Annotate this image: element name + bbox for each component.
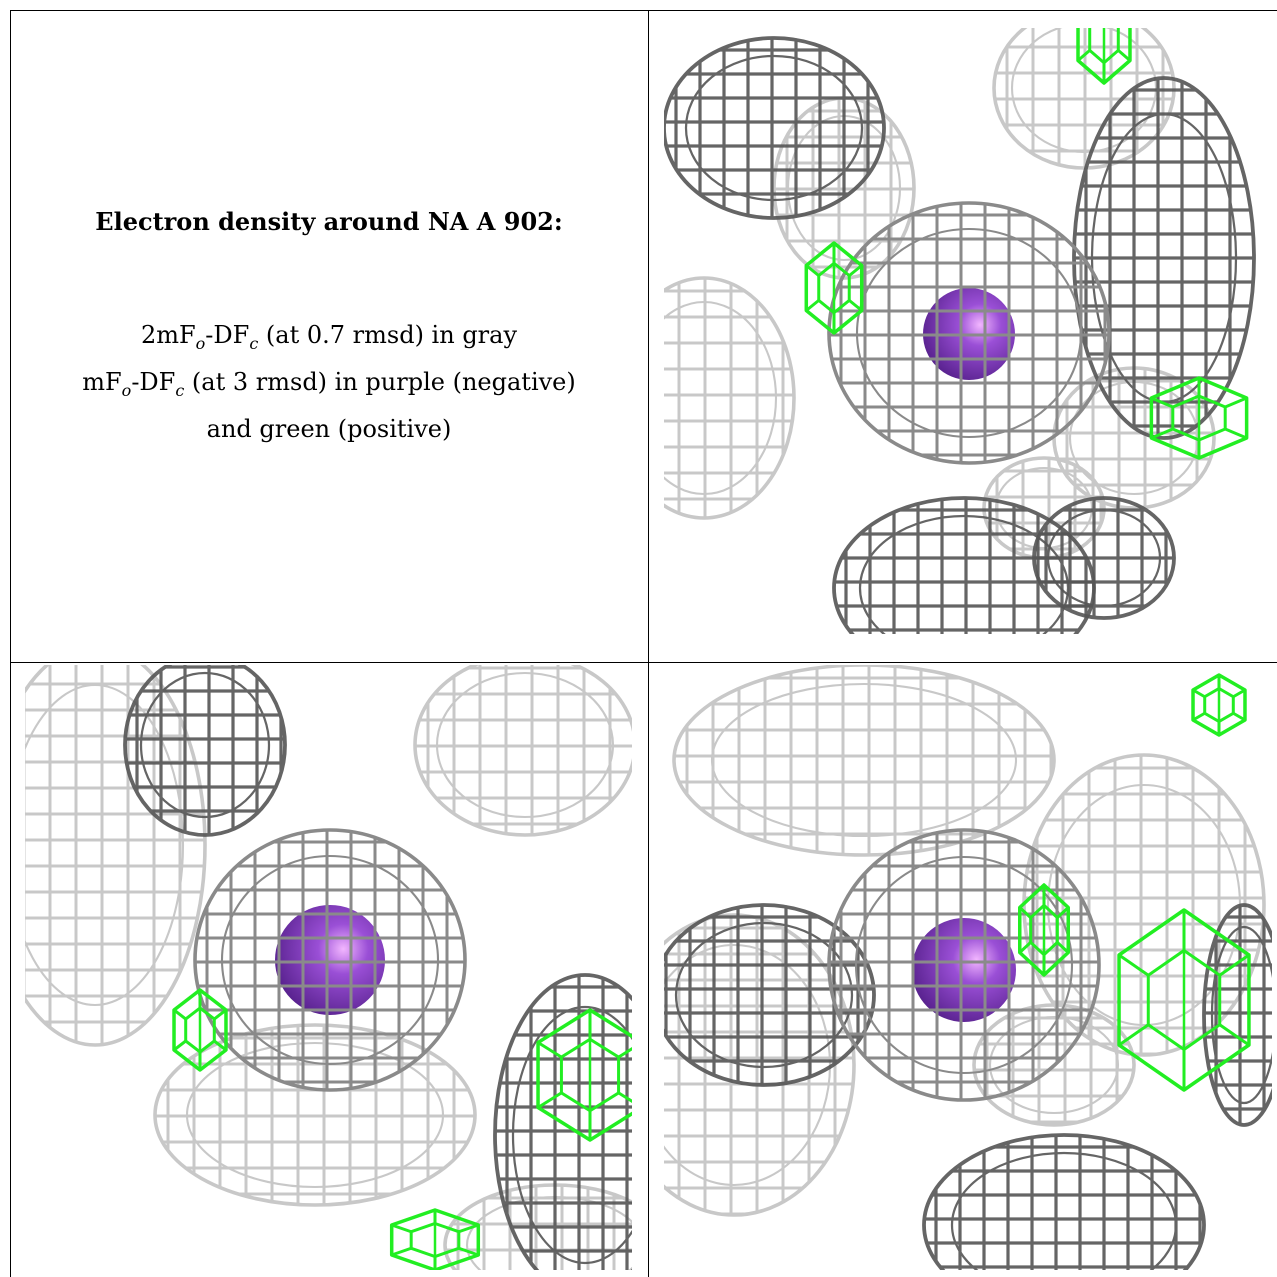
- mesh-light-0: [664, 276, 796, 520]
- positive-density-1: [1117, 908, 1251, 1092]
- mesh-dark-0: [123, 665, 287, 837]
- mesh-dark-1: [493, 973, 632, 1270]
- mesh-dark-2: [832, 496, 1096, 634]
- mesh-light-0: [25, 665, 207, 1047]
- density-view-bottom-right: [664, 665, 1272, 1270]
- caption-body: 2mFo-DFc (at 0.7 rmsd) in gray mFo-DFc (…: [11, 316, 647, 449]
- frame-top: [10, 10, 1277, 11]
- caption-cell: Electron density around NA A 902: 2mFo-D…: [11, 11, 647, 661]
- positive-density-0: [804, 241, 864, 335]
- frame-middle-vertical: [648, 10, 649, 1277]
- mesh-center: [827, 201, 1111, 465]
- frame-middle-horizontal: [10, 662, 1277, 663]
- mesh-light-3: [972, 1003, 1136, 1127]
- mesh-light-1: [413, 665, 632, 837]
- caption-line-mfo-dfc: mFo-DFc (at 3 rmsd) in purple (negative): [82, 367, 576, 400]
- mesh-dark-0: [664, 36, 886, 220]
- mesh-center: [193, 828, 467, 1092]
- positive-density-2: [1076, 28, 1132, 85]
- positive-density-1: [1149, 376, 1249, 460]
- mesh-center: [827, 828, 1101, 1102]
- mesh-dark-1: [922, 1133, 1206, 1270]
- mesh-dark-1: [1072, 76, 1256, 440]
- sodium-atom-sphere: [912, 918, 1016, 1022]
- caption-line-2mfo-dfc: 2mFo-DFc (at 0.7 rmsd) in gray: [140, 321, 518, 353]
- positive-density-2: [1191, 673, 1247, 737]
- caption-title: Electron density around NA A 902:: [95, 207, 563, 236]
- mesh-light-1: [992, 28, 1176, 170]
- caption-line-colors: and green (positive): [206, 414, 452, 443]
- mesh-dark-2: [1202, 903, 1272, 1127]
- positive-density-1: [536, 1008, 632, 1142]
- density-view-bottom-left: [25, 665, 632, 1270]
- positive-density-2: [389, 1208, 481, 1270]
- mesh-light-0: [672, 665, 1056, 857]
- positive-density-0: [1018, 883, 1070, 977]
- positive-density-0: [172, 988, 228, 1072]
- density-view-top-right: [664, 28, 1272, 634]
- mesh-dark-3: [1032, 496, 1176, 620]
- frame-left: [10, 10, 11, 1277]
- sodium-atom-sphere: [275, 905, 385, 1015]
